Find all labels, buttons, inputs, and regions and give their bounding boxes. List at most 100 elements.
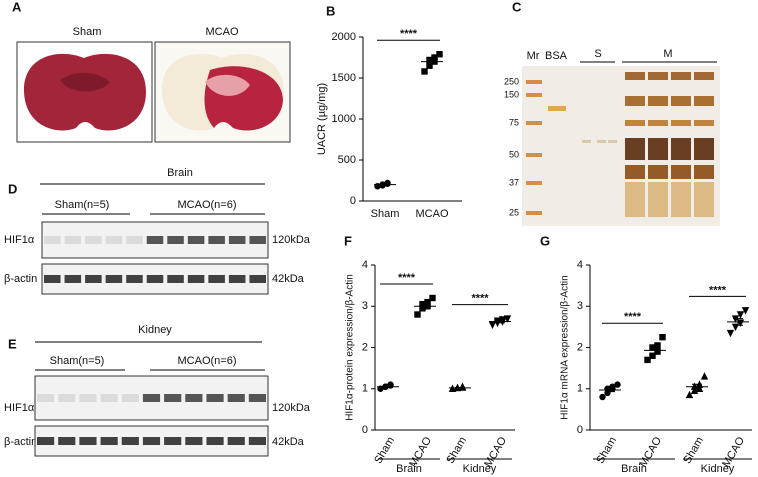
blot-band [228, 236, 246, 244]
blot-band [249, 236, 266, 244]
gel-band [694, 165, 714, 179]
error-bar [420, 303, 430, 310]
error-bar [455, 387, 465, 389]
data-point [736, 319, 745, 327]
group-label: Brain [621, 463, 647, 475]
blot-band [185, 437, 203, 445]
error-bar [605, 387, 615, 393]
group-label: Sham(n=5) [50, 355, 105, 367]
gel-band [671, 138, 691, 160]
error-bar [427, 58, 437, 65]
marker-label: 75 [509, 117, 519, 127]
significance-label: **** [624, 311, 642, 323]
lane-label: Mr [527, 50, 540, 62]
y-tick-label: 1 [362, 383, 368, 395]
significance-label: **** [709, 284, 727, 296]
data-point [503, 315, 512, 323]
gel-image [522, 66, 720, 226]
blot-band [100, 437, 118, 445]
size-label: 42kDa [272, 273, 305, 285]
tissue-label: Kidney [138, 324, 172, 336]
y-tick-label: 4 [577, 259, 583, 271]
lane-label: BSA [545, 50, 568, 62]
blot-band [227, 437, 245, 445]
data-point [654, 348, 661, 355]
lane-label: S [594, 48, 601, 60]
data-point [726, 329, 735, 338]
blot-band [126, 236, 143, 244]
blot-band [142, 437, 161, 445]
x-tick-label: Sham [444, 435, 469, 466]
group-label: Kidney [463, 463, 497, 475]
data-point [421, 68, 428, 75]
gel-band [671, 165, 691, 179]
gel-band [648, 165, 668, 179]
blot-band [249, 275, 266, 283]
gel-band [625, 72, 645, 80]
y-tick-label: 1 [577, 383, 583, 395]
y-tick-label: 1500 [332, 72, 356, 84]
y-axis-label: UACR (µg/mg) [316, 83, 328, 155]
gel-band [597, 140, 606, 143]
blot-band [100, 394, 118, 402]
gel-band [526, 211, 542, 215]
gel-band [526, 80, 542, 84]
blot-band [187, 275, 205, 283]
data-point [436, 51, 443, 58]
blot-band [167, 275, 184, 283]
blot-band [228, 275, 246, 283]
data-point [426, 56, 433, 64]
panel-label: E [8, 336, 17, 351]
data-point [659, 333, 666, 341]
group-label: MCAO(n=6) [178, 199, 237, 211]
blot-band [167, 236, 184, 244]
gel-band [625, 165, 645, 179]
data-point [429, 294, 436, 302]
gel-band [625, 138, 645, 160]
panel-label: G [540, 233, 550, 248]
y-axis-label: HIF1α mRNA expression/β-Actin [560, 275, 571, 419]
marker-label: 25 [509, 207, 519, 217]
blot-band [105, 236, 123, 244]
error-bar [692, 383, 702, 390]
error-bar [650, 346, 660, 355]
gel-band [671, 72, 691, 80]
gel-band [694, 72, 714, 80]
blot-band [146, 236, 164, 244]
brain-image [154, 41, 291, 143]
gel-band [625, 96, 645, 106]
significance-label: **** [471, 293, 489, 305]
blot-band [185, 394, 203, 402]
group-label: Sham(n=5) [55, 199, 110, 211]
y-tick-label: 2 [362, 341, 368, 353]
blot-band [208, 275, 225, 283]
data-point [649, 352, 656, 359]
error-bar [380, 183, 390, 186]
data-point [431, 54, 438, 61]
panel-label: B [326, 3, 335, 18]
error-bar [495, 319, 505, 324]
y-tick-label: 1000 [332, 113, 356, 125]
blot-band [227, 394, 245, 402]
blot-band [164, 437, 182, 445]
blot-band [85, 275, 102, 283]
blot-band [142, 394, 161, 402]
blot-band [248, 394, 266, 402]
x-tick-label: MCAO [416, 208, 449, 220]
gel-band [608, 140, 617, 143]
gel-band [671, 182, 691, 217]
blot-label: HIF1α [4, 402, 35, 414]
blot-band [58, 394, 76, 402]
blot-band [206, 437, 224, 445]
blot-band [208, 236, 225, 244]
y-tick-label: 0 [362, 424, 368, 436]
blot-band [44, 236, 61, 244]
gel-band [694, 96, 714, 106]
gel-band [671, 120, 691, 126]
gel-band [694, 182, 714, 217]
y-axis-label: HIF1α-protein expression/β-Actin [345, 274, 356, 421]
x-tick-label: Sham [372, 435, 397, 466]
panel-label: F [344, 233, 352, 248]
y-tick-label: 3 [362, 300, 368, 312]
data-point [614, 381, 621, 388]
